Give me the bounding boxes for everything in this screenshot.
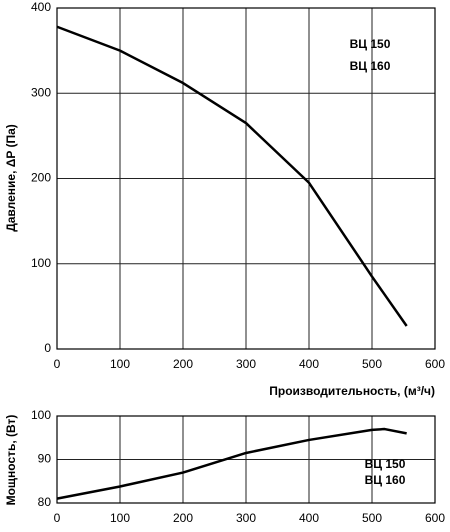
y-tick-label: 100 <box>31 256 51 270</box>
data-line <box>56 427 407 500</box>
y-axis-label: Давление, ΔP (Па) <box>4 124 18 232</box>
x-tick-label: 600 <box>425 357 445 371</box>
x-tick-label: 300 <box>236 357 256 371</box>
annotation: ВЦ 150 <box>350 37 391 51</box>
plot-frame <box>56 7 436 350</box>
y-tick-label: 400 <box>31 0 51 14</box>
x-tick-label: 100 <box>110 511 130 525</box>
annotation: ВЦ 150 <box>365 457 406 471</box>
y-axis-label: Мощность, (Вт) <box>4 415 18 506</box>
x-tick-label: 600 <box>425 511 445 525</box>
x-tick-label: 400 <box>299 511 319 525</box>
annotation: ВЦ 160 <box>365 473 406 487</box>
x-tick-label: 200 <box>173 357 193 371</box>
data-line <box>56 25 408 327</box>
y-tick-label: 100 <box>31 408 51 422</box>
x-tick-label: 500 <box>362 357 382 371</box>
y-tick-label: 300 <box>31 85 51 99</box>
annotation: ВЦ 160 <box>350 59 391 73</box>
x-tick-label: 100 <box>110 357 130 371</box>
x-tick-label: 200 <box>173 511 193 525</box>
x-tick-label: 500 <box>362 511 382 525</box>
x-tick-label: 0 <box>54 357 61 371</box>
y-tick-label: 80 <box>38 495 52 509</box>
x-tick-label: 300 <box>236 511 256 525</box>
y-tick-label: 0 <box>44 341 51 355</box>
x-axis-label: Производительность, (м³/ч) <box>269 384 435 398</box>
y-tick-label: 200 <box>31 171 51 185</box>
x-tick-label: 0 <box>54 511 61 525</box>
x-tick-label: 400 <box>299 357 319 371</box>
plot-frame <box>56 415 436 504</box>
y-tick-label: 90 <box>38 452 52 466</box>
